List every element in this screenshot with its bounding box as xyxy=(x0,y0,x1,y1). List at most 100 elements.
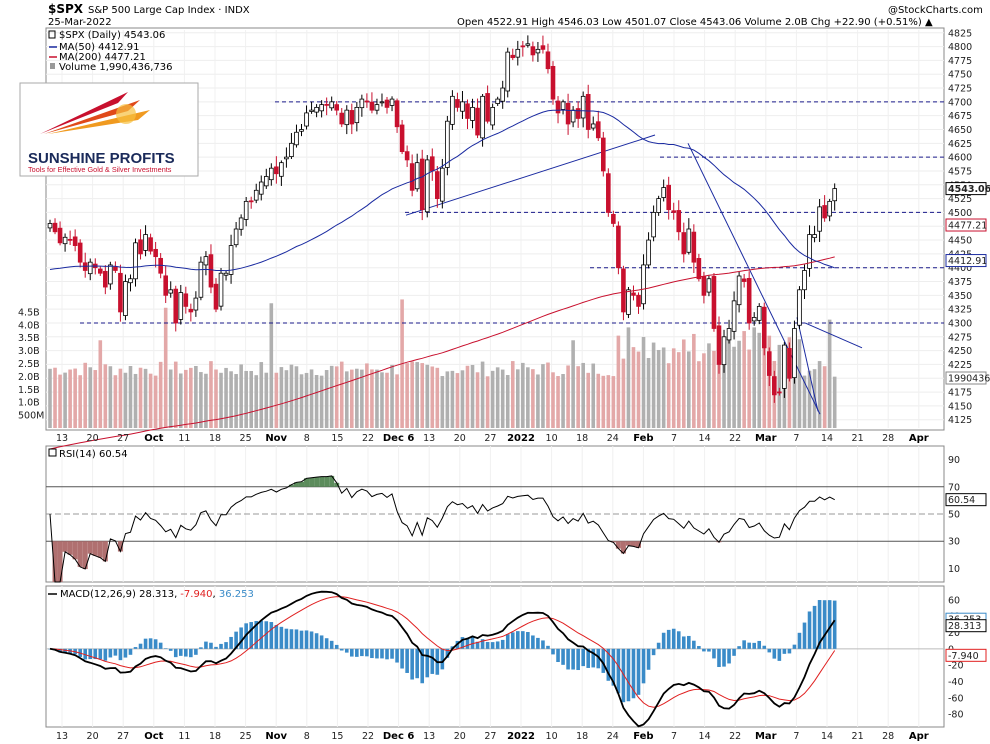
macd-indicator xyxy=(46,590,944,728)
macd-histogram-bar xyxy=(591,648,596,668)
macd-histogram-bar xyxy=(500,639,505,649)
volume-bar xyxy=(299,374,304,428)
volume-bar xyxy=(480,361,485,428)
macd-histogram-bar xyxy=(98,648,103,660)
volume-tick-label: 3.0B xyxy=(18,346,40,357)
candle-body xyxy=(721,336,727,366)
macd-histogram-bar xyxy=(279,626,284,649)
rsi-legend: RSI(14) 60.54 xyxy=(48,448,128,460)
candle-body xyxy=(424,159,430,213)
candle-body xyxy=(299,129,304,132)
macd-histogram-bar xyxy=(792,644,797,649)
volume-bar xyxy=(224,367,228,428)
x-tick-label: 14 xyxy=(821,433,833,444)
volume-bar xyxy=(123,372,128,428)
candle-body xyxy=(777,391,782,394)
volume-bar xyxy=(747,349,751,428)
macd-histogram-bar xyxy=(626,648,631,702)
candle-body xyxy=(138,239,143,255)
candle-body xyxy=(641,264,646,305)
price-tick-label: 4225 xyxy=(948,360,972,371)
macd-histogram-bar xyxy=(742,640,746,649)
rsi-tick-label: 50 xyxy=(948,510,960,521)
x-tick-label: 22 xyxy=(729,731,741,742)
volume-bar xyxy=(712,350,716,428)
candle-body xyxy=(389,98,395,106)
legend-ma50: MA(50) 4412.91 xyxy=(59,42,140,53)
macd-histogram-bar xyxy=(390,648,394,659)
macd-histogram-bar xyxy=(239,627,243,649)
candle-body xyxy=(455,99,460,108)
volume-tick-label: 4.0B xyxy=(18,320,40,331)
volume-bar xyxy=(551,372,555,428)
volume-bar xyxy=(676,352,681,428)
price-tick-label: 4525 xyxy=(948,194,972,205)
macd-title: MACD(12,26,9) 28.313, -7.940, 36.253 xyxy=(60,589,254,600)
macd-histogram-bar xyxy=(606,648,611,681)
volume-bar xyxy=(561,374,565,428)
candle-body xyxy=(133,242,138,280)
volume-bar xyxy=(636,351,641,428)
volume-bar xyxy=(68,369,72,428)
volume-bar xyxy=(148,373,153,428)
rsi-panel xyxy=(45,445,945,583)
candle-body xyxy=(62,236,68,245)
candle-body xyxy=(384,99,390,108)
volume-bar xyxy=(732,346,736,428)
macd-histogram-bar xyxy=(480,639,485,649)
macd-histogram-bar xyxy=(752,642,756,649)
macd-histogram-bar xyxy=(284,628,289,649)
volume-bar xyxy=(521,362,525,428)
macd-histogram-bar xyxy=(777,648,782,661)
candle-body xyxy=(606,173,611,213)
volume-bar xyxy=(651,342,656,428)
candle-body xyxy=(500,87,505,102)
volume-bar xyxy=(254,375,259,428)
macd-histogram-bar xyxy=(571,648,575,670)
volume-bar xyxy=(365,363,369,428)
candle-body xyxy=(540,45,546,50)
macd-histogram-bar xyxy=(546,645,550,649)
x-tick-label: 25 xyxy=(240,433,252,444)
macd-histogram-bar xyxy=(219,643,223,649)
candle-body xyxy=(233,228,239,246)
candle-body xyxy=(409,163,415,191)
macd-histogram-bar xyxy=(365,648,369,657)
volume-bar xyxy=(586,372,591,428)
macd-histogram-bar xyxy=(651,648,656,656)
macd-histogram-bar xyxy=(566,648,570,670)
macd-histogram-bar xyxy=(757,640,762,649)
close-value-tag-box xyxy=(945,182,987,196)
candle-body xyxy=(118,272,123,313)
x-tick-label: Mar xyxy=(755,433,777,444)
volume-bar xyxy=(339,361,344,428)
x-tick-label: Nov xyxy=(265,433,287,444)
volume-bar xyxy=(410,361,414,428)
volume-bar xyxy=(128,365,133,428)
candle-body xyxy=(379,101,385,104)
volume-bar xyxy=(661,347,666,428)
candle-body xyxy=(279,162,284,177)
volume-bar xyxy=(450,370,455,428)
rsi-title: RSI(14) 60.54 xyxy=(59,449,128,460)
macd-histogram-bar xyxy=(234,631,238,649)
candle-body xyxy=(223,272,229,276)
x-tick-label: 14 xyxy=(821,731,833,742)
macd-tick-label: -20 xyxy=(948,661,964,672)
volume-bar xyxy=(214,369,218,428)
x-tick-label: 7 xyxy=(671,433,677,444)
candle-body xyxy=(480,95,485,139)
volume-bar xyxy=(63,372,67,428)
price-tick-label: 4750 xyxy=(948,70,972,81)
macd-histogram-bar xyxy=(209,642,213,649)
candle-body xyxy=(374,104,380,111)
volume-bar xyxy=(425,364,430,428)
legend-price: $SPX (Daily) 4543.06 xyxy=(59,30,165,41)
volume-bar xyxy=(601,375,606,428)
trend-line xyxy=(796,317,819,412)
volume-bar xyxy=(158,361,163,428)
ma200-value-tag-box xyxy=(945,218,987,232)
macd-histogram-bar xyxy=(199,647,203,649)
volume-bar xyxy=(581,362,585,428)
macd-histogram-bar xyxy=(289,629,294,649)
